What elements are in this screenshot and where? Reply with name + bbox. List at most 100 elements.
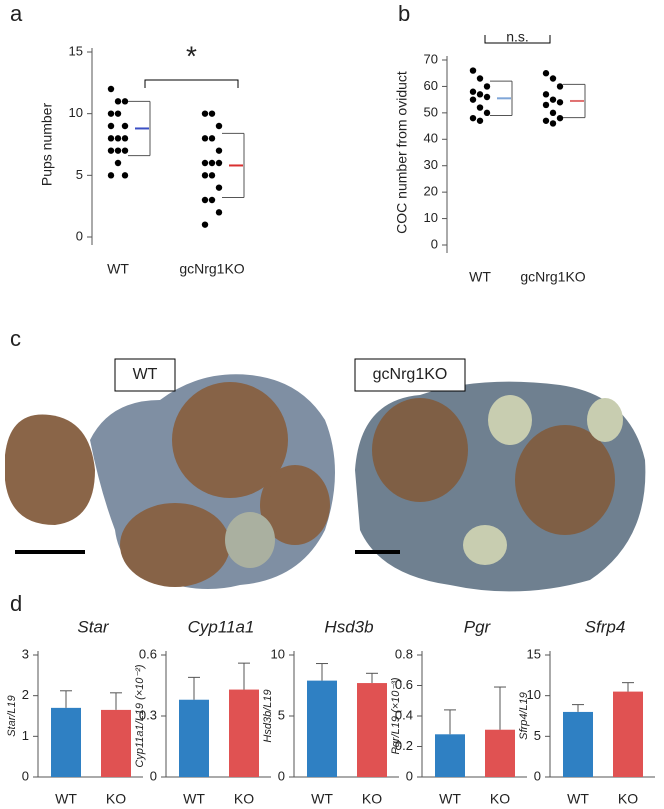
data-point	[469, 114, 477, 122]
y-tick-label: 10	[424, 210, 438, 225]
x-tick-label: KO	[234, 791, 254, 807]
data-point	[201, 135, 209, 142]
y-axis-label: Sfrp4/L19	[518, 692, 530, 740]
y-tick-label: 15	[69, 43, 83, 58]
data-point	[201, 172, 209, 179]
data-point	[476, 75, 484, 82]
y-tick-label: 0	[431, 236, 438, 251]
data-point	[542, 101, 550, 109]
data-point	[114, 159, 122, 167]
data-point	[556, 83, 564, 90]
y-tick-label: 5	[278, 707, 285, 722]
y-tick-label: 0.4	[395, 707, 413, 722]
y-tick-label: 3	[22, 646, 29, 661]
data-point	[107, 85, 115, 93]
bar	[229, 689, 259, 777]
bar	[613, 691, 643, 777]
y-tick-label: 10	[271, 646, 285, 661]
data-point	[107, 147, 115, 154]
data-point	[556, 114, 564, 122]
y-tick-label: 70	[424, 51, 438, 66]
bar	[485, 729, 515, 777]
panel-label: d	[10, 591, 22, 616]
data-point	[476, 104, 484, 111]
panel-label: c	[10, 326, 21, 351]
data-point	[208, 196, 216, 204]
data-point	[476, 91, 484, 98]
y-tick-label: 0	[406, 768, 413, 783]
data-point	[208, 159, 216, 167]
panel-label: b	[398, 1, 410, 26]
y-tick-label: 0.6	[395, 677, 413, 692]
y-tick-label: 30	[424, 157, 438, 172]
data-point	[107, 172, 115, 179]
data-point	[215, 159, 223, 167]
data-point	[542, 91, 550, 98]
data-point	[208, 172, 216, 179]
caption: WT	[133, 366, 158, 383]
x-tick-label: WT	[311, 791, 333, 807]
y-tick-label: 1	[22, 728, 29, 743]
x-tick-label: KO	[106, 791, 126, 807]
data-point	[201, 110, 209, 117]
x-tick-label: WT	[469, 269, 491, 285]
y-tick-label: 0.2	[395, 738, 413, 753]
y-tick-label: 0	[534, 768, 541, 783]
data-point	[107, 110, 115, 117]
bar	[179, 699, 209, 777]
data-point	[114, 135, 122, 142]
data-point	[208, 110, 216, 117]
bar	[563, 711, 593, 777]
data-point	[201, 196, 209, 204]
data-point	[107, 135, 115, 142]
data-point	[215, 147, 223, 154]
data-point	[469, 96, 477, 103]
data-point	[542, 117, 550, 124]
data-point	[483, 83, 491, 90]
x-tick-label: KO	[490, 791, 510, 807]
data-point	[114, 98, 122, 105]
y-tick-label: 0.8	[395, 646, 413, 661]
data-point	[201, 221, 209, 228]
data-point	[476, 117, 484, 124]
y-tick-label: 40	[424, 131, 438, 146]
data-point	[549, 75, 557, 82]
bar	[357, 683, 387, 777]
panel-label: a	[10, 1, 23, 26]
y-tick-label: 15	[527, 646, 541, 661]
significance-bracket	[484, 35, 551, 44]
y-tick-label: 2	[22, 687, 29, 702]
y-axis-label: Pgr/L19 (×10⁻³)	[390, 677, 402, 754]
histology-wt	[5, 374, 335, 589]
data-point	[121, 172, 129, 179]
data-point	[483, 109, 491, 117]
x-tick-label: WT	[55, 791, 77, 807]
y-tick-label: 0.3	[139, 707, 157, 722]
data-point	[114, 147, 122, 154]
y-axis-label: Pups number	[39, 103, 55, 187]
y-axis-label: Star/L19	[6, 695, 18, 737]
y-tick-label: 5	[76, 167, 83, 182]
data-point	[549, 96, 557, 103]
y-axis-label: Hsd3b/L19	[262, 689, 274, 742]
significance-label: *	[186, 40, 197, 71]
data-point	[469, 67, 477, 74]
chart-title: Sfrp4	[585, 617, 626, 636]
x-tick-label: WT	[107, 261, 129, 277]
caption-box	[354, 358, 466, 392]
y-tick-label: 0.6	[139, 646, 157, 661]
x-tick-label: WT	[567, 791, 589, 807]
data-point	[549, 120, 557, 127]
x-tick-label: WT	[439, 791, 461, 807]
chart-title: Cyp11a1	[188, 617, 255, 636]
data-point	[201, 159, 209, 167]
bar	[51, 707, 81, 777]
chart-title: Pgr	[464, 617, 492, 636]
caption: gcNrg1KO	[373, 366, 448, 383]
bar	[435, 734, 465, 777]
significance-label: n.s.	[506, 29, 529, 45]
y-tick-label: 0	[278, 768, 285, 783]
data-point	[215, 209, 223, 216]
bar	[307, 680, 337, 777]
